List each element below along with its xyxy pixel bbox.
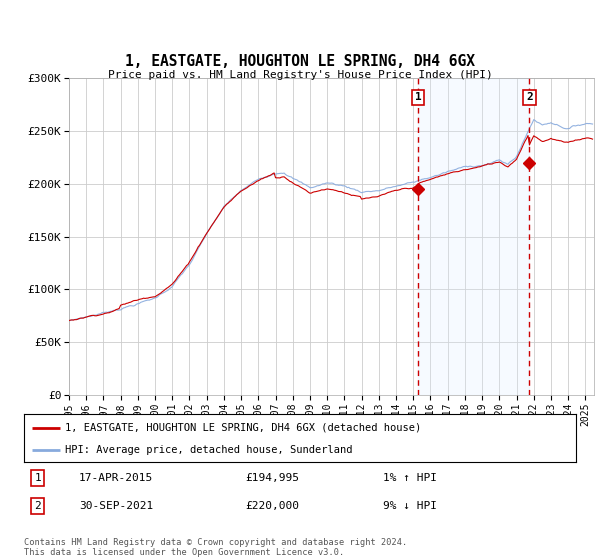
Text: 2: 2 bbox=[34, 501, 41, 511]
Text: 1: 1 bbox=[415, 92, 422, 102]
Text: 17-APR-2015: 17-APR-2015 bbox=[79, 473, 154, 483]
Text: £194,995: £194,995 bbox=[245, 473, 299, 483]
Text: Contains HM Land Registry data © Crown copyright and database right 2024.
This d: Contains HM Land Registry data © Crown c… bbox=[24, 538, 407, 557]
Text: 1: 1 bbox=[34, 473, 41, 483]
Text: 30-SEP-2021: 30-SEP-2021 bbox=[79, 501, 154, 511]
Text: HPI: Average price, detached house, Sunderland: HPI: Average price, detached house, Sund… bbox=[65, 445, 353, 455]
Bar bbox=[418, 78, 529, 395]
Text: Price paid vs. HM Land Registry's House Price Index (HPI): Price paid vs. HM Land Registry's House … bbox=[107, 69, 493, 80]
Text: 9% ↓ HPI: 9% ↓ HPI bbox=[383, 501, 437, 511]
Text: 1, EASTGATE, HOUGHTON LE SPRING, DH4 6GX: 1, EASTGATE, HOUGHTON LE SPRING, DH4 6GX bbox=[125, 54, 475, 69]
Text: 2: 2 bbox=[526, 92, 533, 102]
Text: 1% ↑ HPI: 1% ↑ HPI bbox=[383, 473, 437, 483]
Text: £220,000: £220,000 bbox=[245, 501, 299, 511]
Text: 1, EASTGATE, HOUGHTON LE SPRING, DH4 6GX (detached house): 1, EASTGATE, HOUGHTON LE SPRING, DH4 6GX… bbox=[65, 423, 422, 433]
